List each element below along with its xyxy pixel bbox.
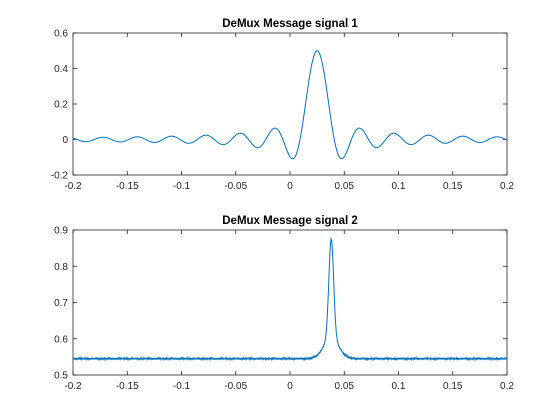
y-tick-label: 0.7 — [54, 298, 68, 309]
y-tick-label: 0 — [62, 135, 68, 146]
x-tick-label: -0.15 — [116, 181, 139, 192]
x-tick-label: 0.2 — [500, 381, 514, 392]
y-tick-label: -0.2 — [51, 171, 69, 182]
series-line — [72, 50, 508, 160]
x-tick-label: 0.15 — [443, 381, 463, 392]
x-tick-label: 0.2 — [500, 181, 514, 192]
chart-demux-message-signal-2: -0.2 -0.15 -0.1 -0.05 0 0.05 0.1 0.15 0.2 0.5 0.6 0… — [54, 215, 514, 392]
x-tick-label: -0.1 — [173, 381, 191, 392]
x-tick-label: -0.05 — [224, 381, 247, 392]
x-tick-label: 0.1 — [392, 381, 406, 392]
chart-title: DeMux Message signal 1 — [222, 18, 358, 30]
y-tick-label: 0.4 — [54, 64, 68, 75]
chart-title: DeMux Message signal 2 — [222, 215, 358, 227]
y-tick-label: 0.6 — [54, 334, 68, 345]
chart-demux-message-signal-1: -0.2 -0.15 -0.1 -0.05 0 0.05 0.1 0.15 0.2 -0.2 0 0.… — [51, 18, 515, 192]
axes-box — [72, 32, 508, 176]
x-tick-label: 0.1 — [392, 181, 406, 192]
y-tick-label: 0.9 — [54, 226, 68, 237]
x-tick-label: -0.1 — [173, 181, 191, 192]
y-tick-label: 0.5 — [54, 371, 68, 382]
x-tick-label: -0.05 — [224, 181, 247, 192]
x-tick-label: 0.15 — [443, 181, 463, 192]
x-tick-label: 0.05 — [335, 381, 355, 392]
x-tick-label: 0 — [287, 381, 293, 392]
axes-box — [72, 229, 508, 376]
y-tick-label: 0.8 — [54, 262, 68, 273]
x-tick-label: -0.15 — [116, 381, 139, 392]
x-tick-label: 0.05 — [335, 181, 355, 192]
x-tick-label: -0.2 — [64, 381, 82, 392]
x-tick-label: -0.2 — [64, 181, 82, 192]
y-tick-label: 0.6 — [54, 29, 68, 40]
series-line — [72, 237, 508, 362]
y-tick-label: 0.2 — [54, 100, 68, 111]
x-tick-label: 0 — [287, 181, 293, 192]
